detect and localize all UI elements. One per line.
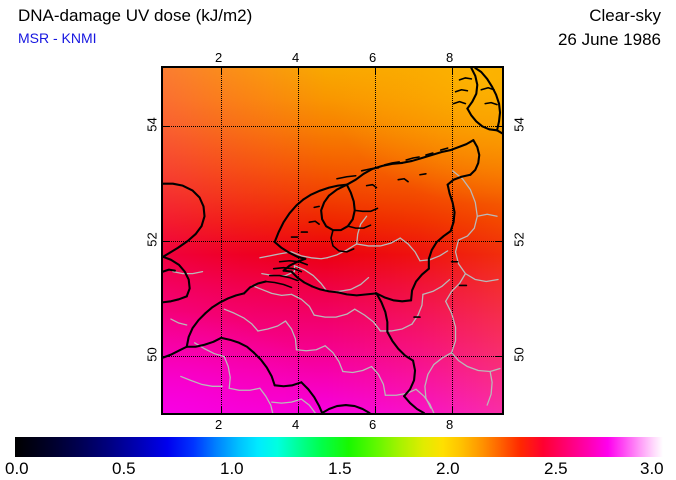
tick-top-lon-4 bbox=[298, 68, 299, 75]
sky-condition-label: Clear-sky bbox=[589, 6, 661, 25]
tick-left-lat-52 bbox=[163, 241, 170, 242]
axis-label-bottom-lon-8: 8 bbox=[446, 417, 454, 432]
colorbar-tick-4: 2.0 bbox=[436, 459, 460, 478]
axis-label-bottom-lon-2: 2 bbox=[215, 417, 223, 432]
axis-label-top-lon-4: 4 bbox=[292, 50, 300, 65]
colorbar-gradient bbox=[15, 437, 663, 457]
uv-dose-colorbar bbox=[15, 437, 663, 457]
tick-bottom-lon-6 bbox=[375, 406, 376, 413]
axis-label-right-lat-54: 54 bbox=[511, 117, 527, 132]
coastline-and-national-borders-layer bbox=[163, 68, 502, 413]
uv-dose-map-panel bbox=[161, 66, 504, 415]
axis-label-top-lon-2: 2 bbox=[215, 50, 223, 65]
axis-label-top-lon-8: 8 bbox=[446, 50, 454, 65]
administrative-borders-layer bbox=[170, 170, 501, 413]
tick-right-lat-50 bbox=[495, 356, 502, 357]
tick-left-lat-54 bbox=[163, 126, 170, 127]
page-title: DNA-damage UV dose (kJ/m2) bbox=[18, 6, 253, 25]
axis-label-bottom-lon-6: 6 bbox=[369, 417, 377, 432]
colorbar-tick-2: 1.0 bbox=[220, 459, 244, 478]
axis-label-left-lat-52: 52 bbox=[144, 232, 160, 247]
axis-label-top-lon-6: 6 bbox=[369, 50, 377, 65]
tick-right-lat-52 bbox=[495, 241, 502, 242]
institution-label: MSR - KNMI bbox=[18, 30, 97, 46]
axis-label-left-lat-50: 50 bbox=[144, 347, 160, 362]
tick-left-lat-50 bbox=[163, 356, 170, 357]
tick-top-lon-6 bbox=[375, 68, 376, 75]
axis-label-right-lat-52: 52 bbox=[511, 232, 527, 247]
axis-label-left-lat-54: 54 bbox=[144, 117, 160, 132]
tick-bottom-lon-8 bbox=[452, 406, 453, 413]
tick-top-lon-8 bbox=[452, 68, 453, 75]
axis-label-right-lat-50: 50 bbox=[511, 347, 527, 362]
tick-right-lat-54 bbox=[495, 126, 502, 127]
axis-label-bottom-lon-4: 4 bbox=[292, 417, 300, 432]
colorbar-tick-0: 0.0 bbox=[5, 459, 29, 478]
colorbar-tick-5: 2.5 bbox=[544, 459, 568, 478]
tick-bottom-lon-2 bbox=[221, 406, 222, 413]
tick-bottom-lon-4 bbox=[298, 406, 299, 413]
colorbar-tick-3: 1.5 bbox=[328, 459, 352, 478]
colorbar-tick-1: 0.5 bbox=[112, 459, 136, 478]
colorbar-tick-6: 3.0 bbox=[640, 459, 664, 478]
tick-top-lon-2 bbox=[221, 68, 222, 75]
date-label: 26 June 1986 bbox=[557, 30, 661, 49]
